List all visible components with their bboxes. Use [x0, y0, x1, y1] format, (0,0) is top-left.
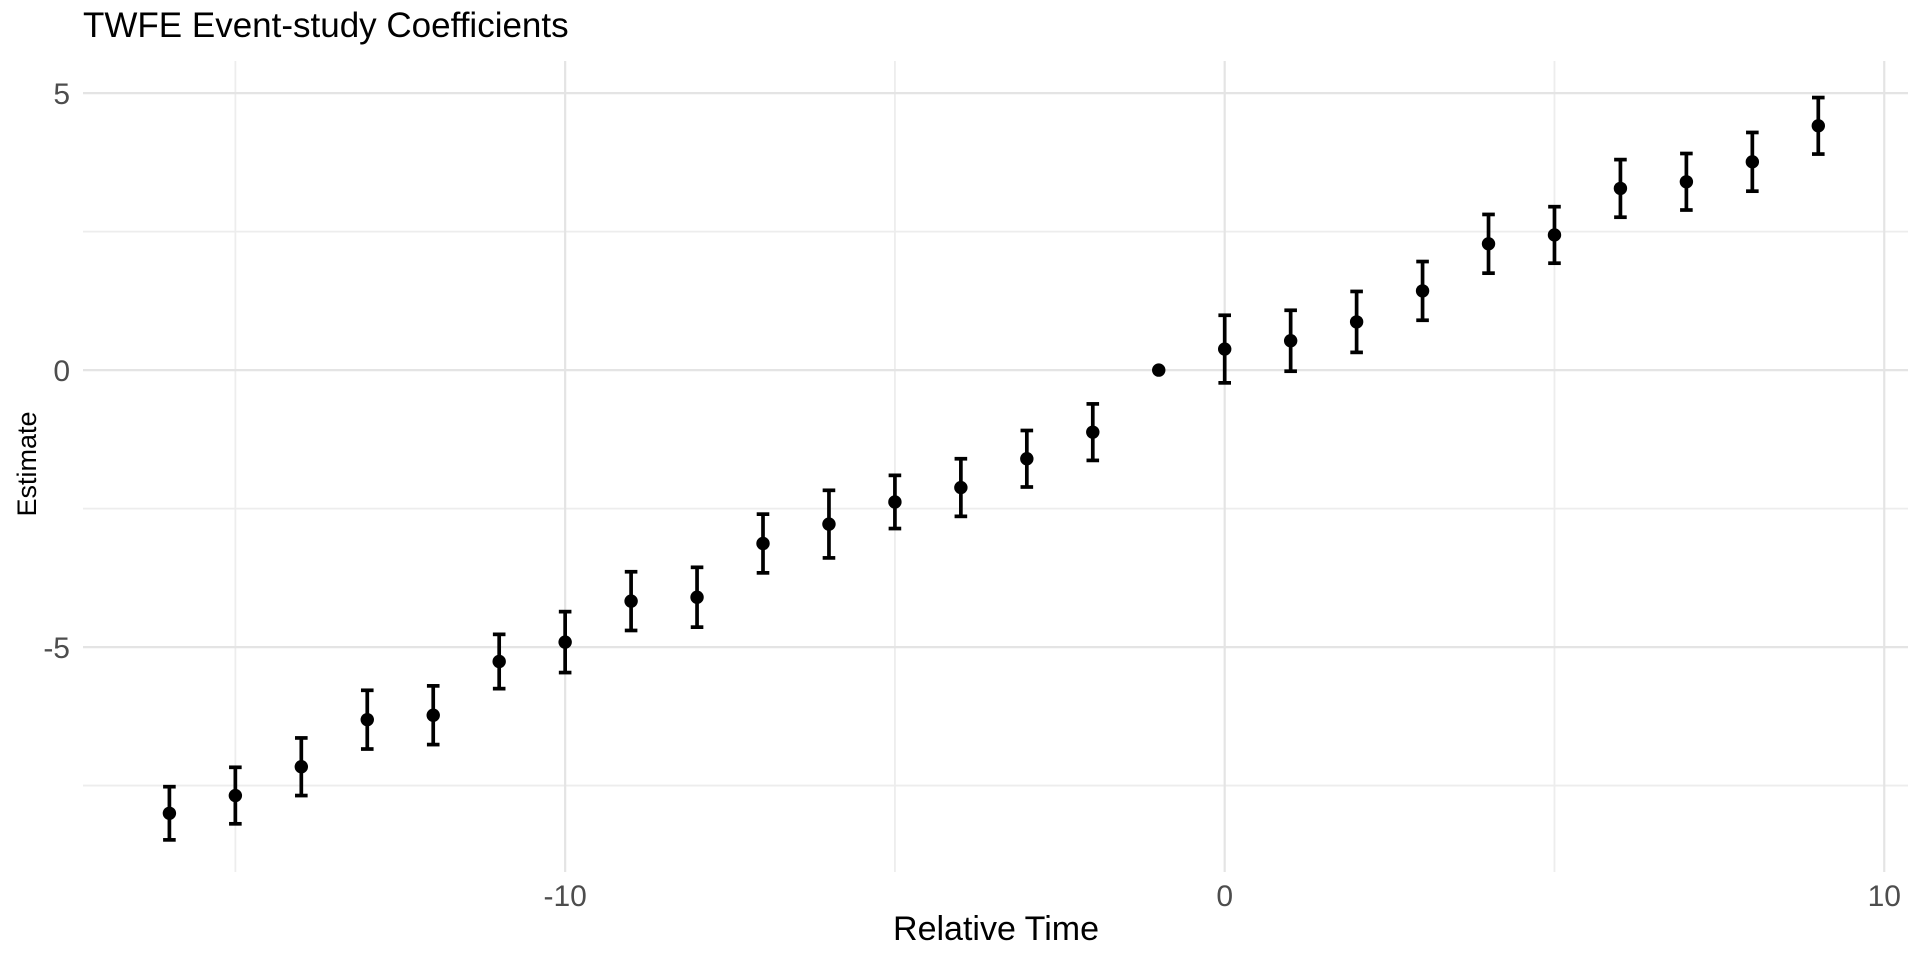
x-axis-title: Relative Time [893, 910, 1099, 948]
y-tick-label: 5 [53, 78, 70, 111]
data-point [360, 712, 374, 727]
data-point [624, 594, 638, 608]
x-tick-label: 10 [1868, 880, 1901, 913]
y-tick-label: -5 [43, 632, 70, 665]
data-point [756, 536, 770, 551]
data-point [1349, 315, 1364, 329]
data-point [1217, 342, 1232, 356]
data-point [1613, 181, 1628, 196]
grid-major [83, 61, 1908, 872]
data-point [1547, 228, 1562, 242]
data-point [1481, 237, 1496, 251]
data-point [822, 517, 836, 531]
data-point-reference [1152, 363, 1166, 377]
grid-minor [83, 61, 1908, 872]
data-point [162, 806, 177, 820]
y-tick-labels: 5 0 -5 [43, 78, 70, 665]
x-tick-label: 0 [1216, 880, 1233, 913]
data-point [228, 788, 243, 803]
data-point [1415, 284, 1430, 298]
data-point [1811, 119, 1825, 133]
data-point [888, 495, 902, 509]
data-point [1086, 425, 1100, 439]
data-point [954, 480, 968, 495]
data-point [492, 654, 506, 669]
points [162, 119, 1825, 820]
data-point [1745, 155, 1760, 169]
x-tick-label: -10 [543, 880, 586, 913]
data-point [426, 708, 440, 722]
error-bars [163, 95, 1825, 842]
data-point [1679, 175, 1694, 189]
data-point [294, 760, 309, 774]
x-tick-labels: -10 0 10 [543, 880, 1900, 913]
data-point [690, 590, 704, 604]
data-point [558, 635, 572, 649]
chart-title: TWFE Event-study Coefficients [83, 6, 569, 45]
data-point [1283, 334, 1298, 348]
y-tick-label: 0 [53, 355, 70, 388]
data-point [1020, 452, 1034, 466]
y-axis-title: Estimate [12, 411, 42, 516]
